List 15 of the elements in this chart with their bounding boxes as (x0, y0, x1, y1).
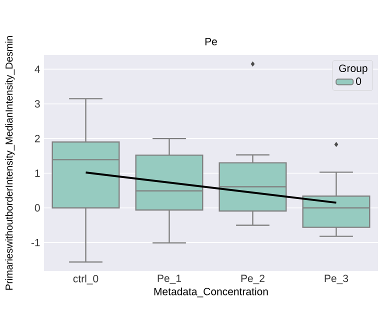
y-tick-label: 4 (34, 66, 40, 73)
x-tick-label: Pe_3 (324, 274, 348, 284)
x-tick-label: Pe_1 (158, 274, 181, 284)
legend-title: Group (339, 64, 368, 74)
x-axis-title: Metadata_Concentration (154, 288, 268, 298)
legend-label: 0 (356, 78, 362, 85)
x-tick-label: ctrl_0 (73, 274, 98, 284)
y-tick-label: -1 (31, 238, 40, 246)
y-axis-title: PrimarieswithoutborderIntensity_MedianIntensity_Desmin (5, 36, 15, 290)
y-tick-label: 0 (34, 204, 40, 212)
y-tick-label: 3 (34, 100, 40, 108)
y-tick-label: 2 (35, 134, 40, 142)
chart-title: Pe (205, 38, 217, 46)
y-tick-label: 1 (35, 170, 40, 177)
x-tick-label: Pe_2 (241, 274, 264, 284)
